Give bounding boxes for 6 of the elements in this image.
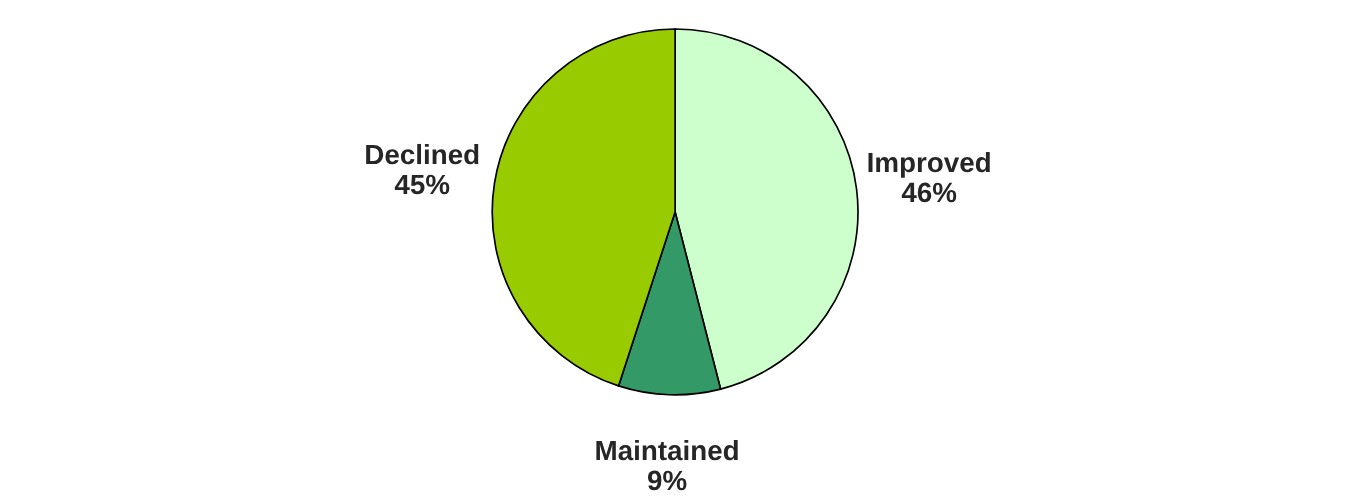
slice-label: Declined [366,143,479,165]
slice-label: Maintained [596,439,738,461]
slice-label: Improved [868,151,990,178]
data-label: 45% [394,174,450,195]
data-label: 46% [901,182,957,203]
data-label: 9% [647,470,687,491]
